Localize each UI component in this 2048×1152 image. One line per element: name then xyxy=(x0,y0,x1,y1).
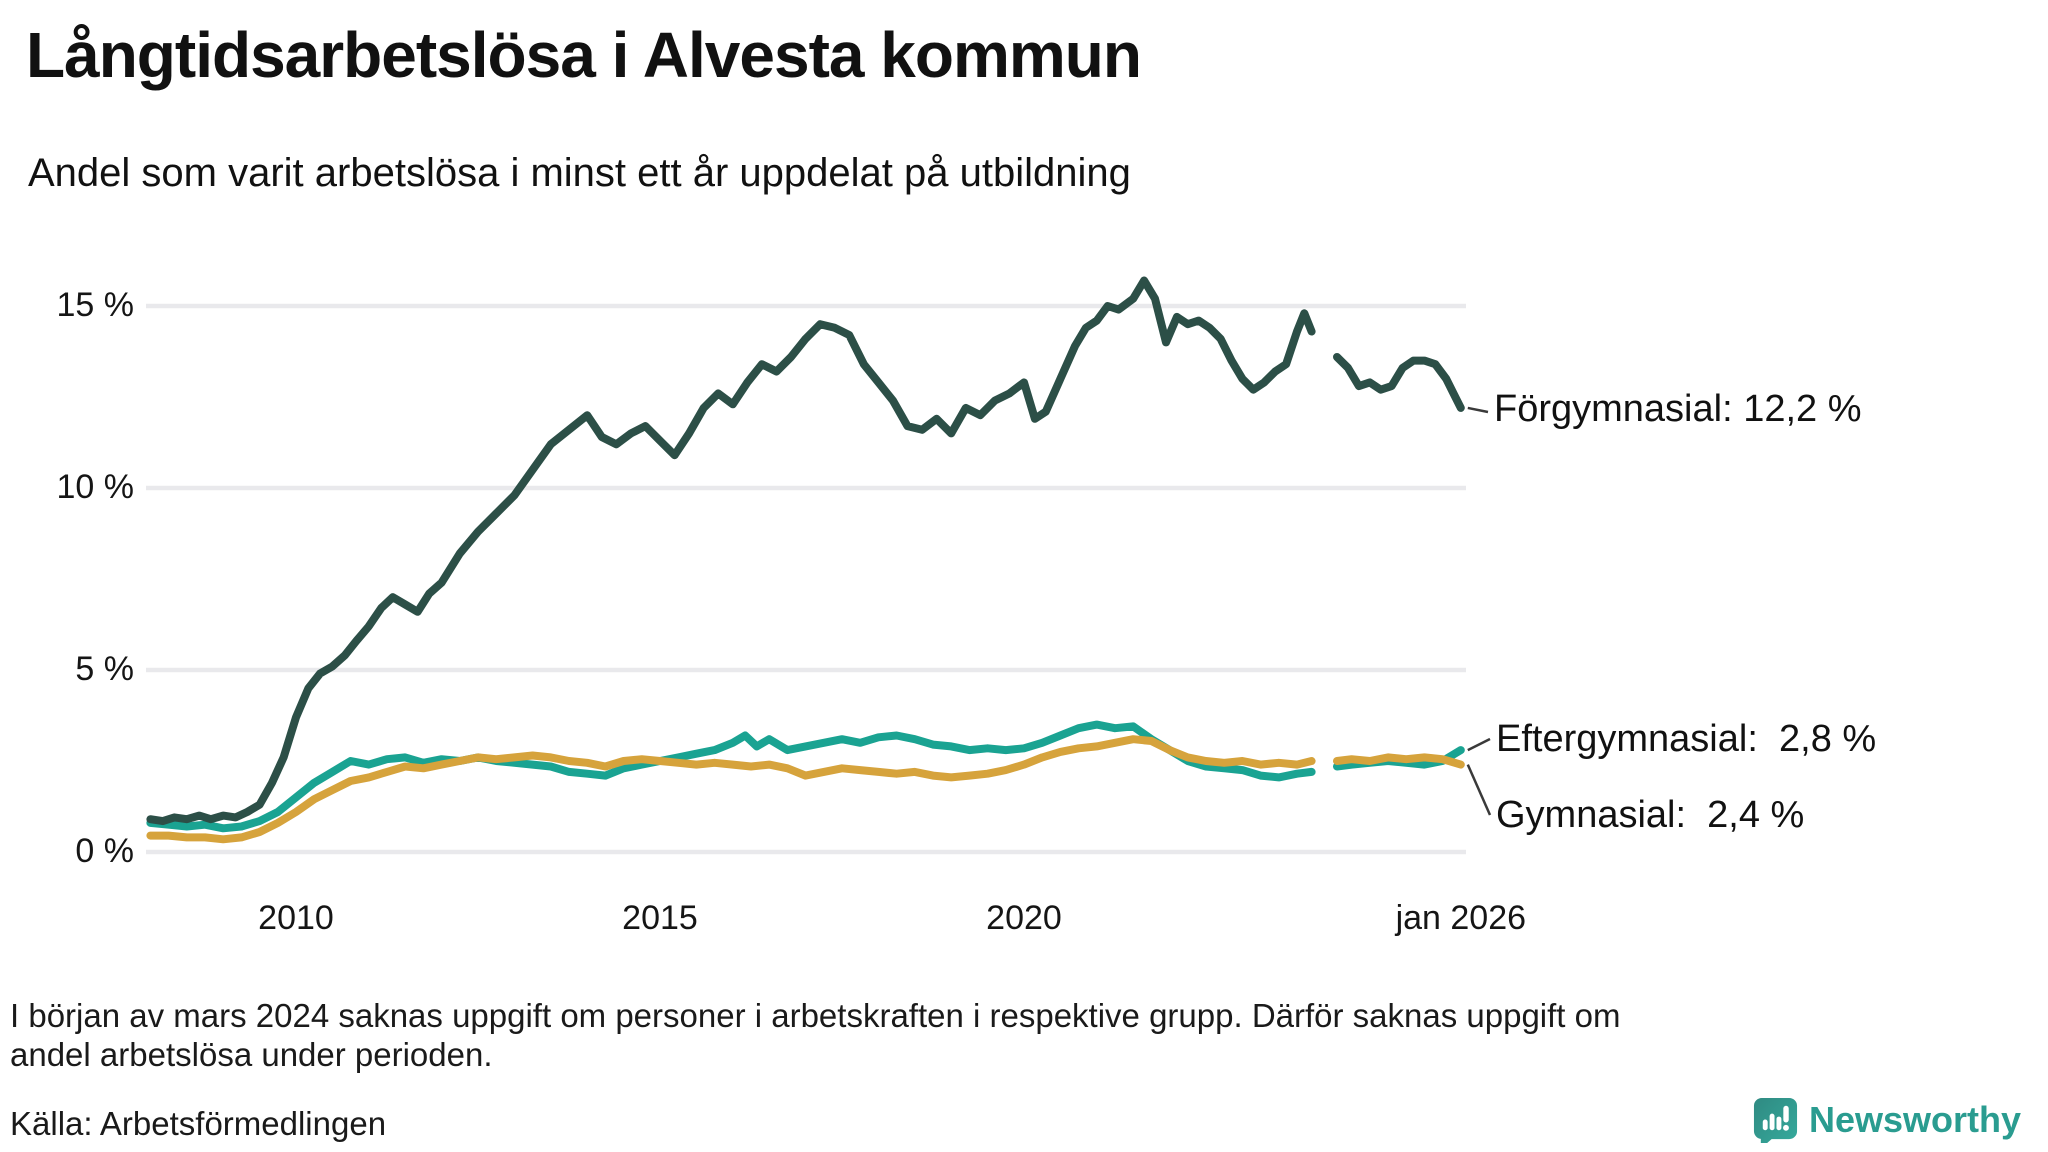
source-line: Källa: Arbetsförmedlingen xyxy=(10,1105,387,1142)
logo-bar-icon xyxy=(1776,1116,1782,1131)
series-end-label-eftergymnasial: Eftergymnasial: 2,8 % xyxy=(1496,718,1877,760)
page-title: Långtidsarbetslösa i Alvesta kommun xyxy=(26,19,1142,91)
logo-bar-icon xyxy=(1762,1119,1768,1131)
y-tick-label: 0 % xyxy=(75,832,134,870)
footnote-line: andel arbetslösa under perioden. xyxy=(10,1036,493,1073)
series-end-label-gymnasial: Gymnasial: 2,4 % xyxy=(1496,794,1805,836)
chart-subtitle: Andel som varit arbetslösa i minst ett å… xyxy=(28,151,1131,195)
newsworthy-logo-icon xyxy=(1753,1097,1798,1143)
logo-exclamation-dot-icon xyxy=(1783,1124,1789,1131)
y-tick-label: 5 % xyxy=(75,650,134,688)
x-tick-label: 2015 xyxy=(622,899,698,937)
footnote-line: I början av mars 2024 saknas uppgift om … xyxy=(10,997,1621,1034)
footnote: I början av mars 2024 saknas uppgift om … xyxy=(10,996,1621,1074)
x-tick-label: 2010 xyxy=(258,899,334,937)
y-tick-label: 15 % xyxy=(56,286,135,324)
newsworthy-logo: Newsworthy xyxy=(1752,1096,2021,1143)
series-end-label-forgymnasial: Förgymnasial: 12,2 % xyxy=(1494,388,1862,430)
logo-exclamation-icon xyxy=(1783,1105,1789,1123)
logo-bar-icon xyxy=(1769,1113,1775,1131)
x-tick-label: jan 2026 xyxy=(1395,899,1527,937)
x-tick-label: 2020 xyxy=(986,899,1062,937)
newsworthy-wordmark: Newsworthy xyxy=(1809,1098,2022,1140)
y-tick-label: 10 % xyxy=(56,468,135,506)
